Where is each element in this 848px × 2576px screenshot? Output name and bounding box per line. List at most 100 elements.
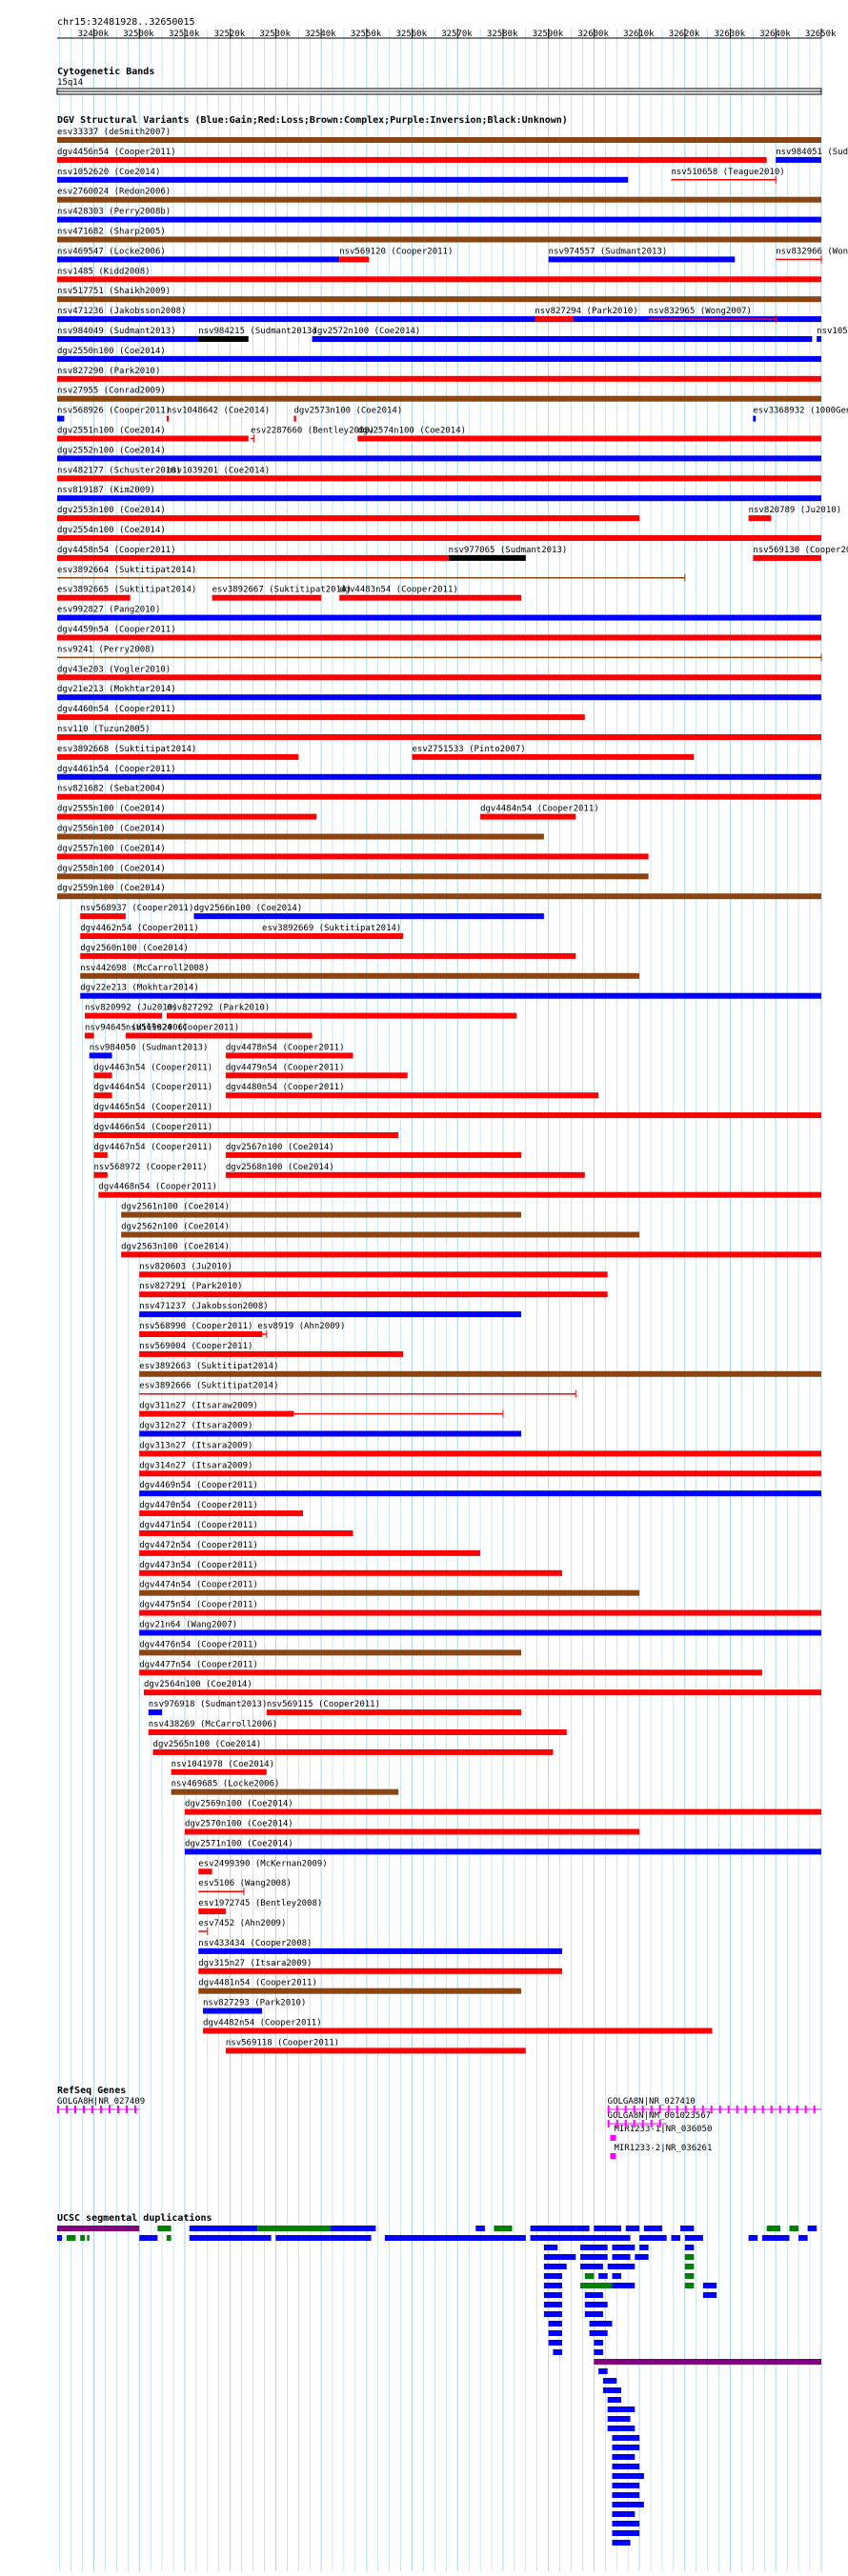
segdup-block[interactable]	[598, 2273, 608, 2279]
variant-bar[interactable]	[93, 1072, 112, 1079]
segdup-block[interactable]	[330, 2235, 372, 2241]
variant-bar[interactable]	[143, 1689, 822, 1696]
variant-bar[interactable]	[753, 415, 757, 422]
segdup-block[interactable]	[189, 2235, 272, 2241]
variant-bar[interactable]	[57, 793, 821, 800]
segdup-block[interactable]	[543, 2302, 562, 2307]
variant-bar[interactable]	[121, 1211, 522, 1218]
variant-bar[interactable]	[139, 1450, 821, 1457]
variant-bar[interactable]	[166, 475, 822, 482]
segdup-block[interactable]	[684, 2273, 695, 2279]
segdup-block[interactable]	[548, 2321, 562, 2326]
segdup-block[interactable]	[548, 2330, 562, 2336]
variant-bar[interactable]	[57, 355, 821, 362]
segdup-block[interactable]	[87, 2235, 90, 2241]
variant-bar[interactable]	[57, 475, 167, 482]
variant-bar[interactable]	[139, 1669, 762, 1676]
variant-bar[interactable]	[148, 1709, 163, 1716]
variant-bar[interactable]	[139, 1530, 353, 1536]
segdup-block[interactable]	[612, 2445, 640, 2450]
segdup-block[interactable]	[612, 2521, 640, 2526]
segdup-block[interactable]	[584, 2292, 603, 2298]
variant-bar[interactable]	[139, 1410, 294, 1417]
segdup-block[interactable]	[580, 2264, 603, 2269]
segdup-block[interactable]	[580, 2254, 608, 2260]
variant-bar[interactable]	[57, 137, 821, 143]
variant-bar[interactable]	[80, 913, 126, 920]
segdup-block[interactable]	[766, 2226, 780, 2231]
variant-bar[interactable]	[266, 1709, 522, 1716]
variant-bar[interactable]	[84, 1012, 163, 1019]
variant-bar[interactable]	[57, 833, 544, 840]
segdup-block[interactable]	[684, 2245, 695, 2250]
variant-bar[interactable]	[198, 1908, 226, 1915]
variant-bar[interactable]	[139, 1649, 522, 1656]
segdup-block[interactable]	[580, 2245, 608, 2250]
segdup-block[interactable]	[607, 2406, 636, 2412]
segdup-block[interactable]	[598, 2368, 608, 2374]
variant-bar[interactable]	[57, 614, 821, 621]
variant-bar[interactable]	[293, 415, 296, 422]
variant-bar[interactable]	[225, 1151, 522, 1158]
segdup-block[interactable]	[671, 2235, 681, 2241]
variant-bar[interactable]	[184, 1828, 640, 1835]
variant-bar[interactable]	[57, 256, 340, 263]
segdup-block[interactable]	[612, 2245, 636, 2250]
segdup-block[interactable]	[575, 2226, 590, 2231]
segdup-block[interactable]	[612, 2454, 636, 2460]
variant-bar[interactable]	[139, 1271, 608, 1278]
variant-bar[interactable]	[817, 336, 821, 342]
variant-bar[interactable]	[57, 594, 131, 601]
variant-bar[interactable]	[184, 1808, 821, 1815]
segdup-block[interactable]	[589, 2330, 608, 2336]
segdup-block[interactable]	[584, 2302, 608, 2307]
segdup-block[interactable]	[684, 2254, 695, 2260]
segdup-block[interactable]	[594, 2340, 603, 2346]
segdup-block[interactable]	[625, 2226, 640, 2231]
segdup-block[interactable]	[635, 2254, 649, 2260]
segdup-block[interactable]	[530, 2235, 581, 2241]
variant-bar[interactable]	[57, 316, 821, 323]
segdup-block[interactable]	[612, 2502, 644, 2507]
variant-bar[interactable]	[480, 813, 576, 820]
segdup-block[interactable]	[584, 2273, 595, 2279]
variant-bar[interactable]	[139, 1510, 303, 1517]
segdup-block[interactable]	[612, 2464, 640, 2469]
segdup-block[interactable]	[166, 2235, 172, 2241]
variant-bar[interactable]	[57, 674, 821, 681]
segdup-block[interactable]	[257, 2226, 331, 2231]
segdup-block[interactable]	[643, 2226, 662, 2231]
segdup-block[interactable]	[584, 2311, 603, 2317]
segdup-block[interactable]	[494, 2226, 513, 2231]
variant-bar[interactable]	[139, 1490, 821, 1497]
variant-bar[interactable]	[166, 415, 170, 422]
segdup-block[interactable]	[680, 2226, 695, 2231]
variant-bar[interactable]	[225, 2047, 526, 2054]
variant-bar[interactable]	[152, 1748, 554, 1755]
variant-bar[interactable]	[98, 1191, 821, 1198]
segdup-block[interactable]	[612, 2254, 631, 2260]
variant-bar[interactable]	[57, 336, 199, 342]
segdup-block[interactable]	[275, 2235, 331, 2241]
variant-bar[interactable]	[139, 1350, 403, 1357]
variant-bar[interactable]	[753, 554, 821, 561]
segdup-block[interactable]	[607, 2416, 631, 2422]
segdup-block[interactable]	[612, 2283, 636, 2288]
segdup-block[interactable]	[80, 2235, 85, 2241]
variant-bar[interactable]	[748, 515, 772, 522]
segdup-block[interactable]	[157, 2226, 172, 2231]
variant-bar[interactable]	[225, 1052, 353, 1059]
variant-bar[interactable]	[57, 375, 821, 382]
variant-bar[interactable]	[57, 554, 449, 561]
segdup-block[interactable]	[684, 2235, 703, 2241]
variant-bar[interactable]	[139, 1609, 821, 1616]
variant-bar[interactable]	[198, 1868, 212, 1875]
segdup-block[interactable]	[594, 2349, 603, 2355]
variant-bar[interactable]	[225, 1171, 585, 1178]
variant-bar[interactable]	[93, 1132, 399, 1138]
variant-bar[interactable]	[57, 156, 767, 163]
variant-bar[interactable]	[57, 176, 629, 183]
variant-bar[interactable]	[57, 276, 821, 283]
variant-bar[interactable]	[93, 1112, 822, 1119]
segdup-block[interactable]	[789, 2226, 799, 2231]
